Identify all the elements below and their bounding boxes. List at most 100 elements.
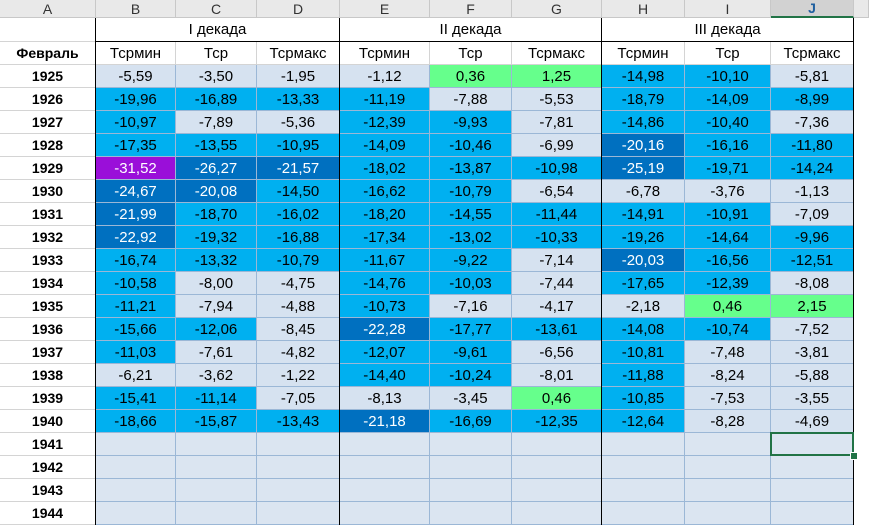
column-subheader[interactable]: Тср [430,42,512,65]
data-cell[interactable]: -19,96 [96,88,176,111]
data-cell[interactable]: -10,85 [602,387,685,410]
column-subheader[interactable]: Тср [176,42,257,65]
data-cell[interactable]: -25,19 [602,157,685,180]
data-cell[interactable]: 0,36 [430,65,512,88]
year-label[interactable]: 1935 [0,295,96,318]
column-header-h[interactable]: H [602,0,685,18]
data-cell[interactable]: -16,88 [257,226,340,249]
data-cell[interactable]: -4,17 [512,295,602,318]
column-header-d[interactable]: D [257,0,340,18]
data-cell[interactable] [176,479,257,502]
data-cell[interactable] [685,456,771,479]
data-cell[interactable]: -4,69 [771,410,854,433]
data-cell[interactable]: -12,39 [685,272,771,295]
data-cell[interactable]: -4,75 [257,272,340,295]
data-cell[interactable] [430,502,512,525]
year-label[interactable]: 1928 [0,134,96,157]
data-cell[interactable]: -8,24 [685,364,771,387]
data-cell[interactable] [430,433,512,456]
data-cell[interactable] [176,456,257,479]
data-cell[interactable]: -8,28 [685,410,771,433]
data-cell[interactable]: -16,69 [430,410,512,433]
data-cell[interactable] [340,433,430,456]
data-cell[interactable]: -6,56 [512,341,602,364]
data-cell[interactable]: -14,40 [340,364,430,387]
data-cell[interactable]: -5,88 [771,364,854,387]
data-cell[interactable]: -3,81 [771,341,854,364]
data-cell[interactable]: -12,39 [340,111,430,134]
decade-header[interactable]: III декада [602,18,854,42]
data-cell[interactable] [512,433,602,456]
data-cell[interactable]: -6,54 [512,180,602,203]
data-cell[interactable]: -10,97 [96,111,176,134]
data-cell[interactable]: -31,52 [96,157,176,180]
column-header-f[interactable]: F [430,0,512,18]
data-cell[interactable]: -15,87 [176,410,257,433]
data-cell[interactable]: -15,66 [96,318,176,341]
data-cell[interactable] [602,502,685,525]
data-cell[interactable]: -7,16 [430,295,512,318]
data-cell[interactable] [176,502,257,525]
data-cell[interactable]: -19,26 [602,226,685,249]
data-cell[interactable]: -8,45 [257,318,340,341]
data-cell[interactable]: -12,64 [602,410,685,433]
data-cell[interactable]: -10,98 [512,157,602,180]
data-cell[interactable]: -7,36 [771,111,854,134]
data-cell[interactable]: -14,98 [602,65,685,88]
column-header-j[interactable]: J [771,0,854,18]
data-cell[interactable]: -13,33 [257,88,340,111]
data-cell[interactable]: -7,89 [176,111,257,134]
data-cell[interactable]: -7,14 [512,249,602,272]
data-cell[interactable]: -9,22 [430,249,512,272]
decade-header[interactable]: I декада [96,18,340,42]
data-cell[interactable]: -17,77 [430,318,512,341]
year-label[interactable]: 1938 [0,364,96,387]
data-cell[interactable]: 0,46 [512,387,602,410]
year-label[interactable]: 1930 [0,180,96,203]
data-cell[interactable]: 2,15 [771,295,854,318]
data-cell[interactable]: -21,57 [257,157,340,180]
year-label[interactable]: 1944 [0,502,96,525]
data-cell[interactable]: -16,62 [340,180,430,203]
data-cell[interactable]: -7,53 [685,387,771,410]
data-cell[interactable]: -18,20 [340,203,430,226]
data-cell[interactable] [430,479,512,502]
column-subheader[interactable]: Тсрмакс [257,42,340,65]
year-label[interactable]: 1933 [0,249,96,272]
decade-header[interactable]: II декада [340,18,602,42]
data-cell[interactable] [340,479,430,502]
data-cell[interactable]: -16,56 [685,249,771,272]
data-cell[interactable]: -17,34 [340,226,430,249]
data-cell[interactable]: -11,44 [512,203,602,226]
data-cell[interactable]: -9,96 [771,226,854,249]
column-header-b[interactable]: B [96,0,176,18]
data-cell[interactable]: -3,50 [176,65,257,88]
year-label[interactable]: 1925 [0,65,96,88]
data-cell[interactable]: -19,71 [685,157,771,180]
data-cell[interactable]: -5,53 [512,88,602,111]
data-cell[interactable]: -7,61 [176,341,257,364]
data-cell[interactable]: -15,41 [96,387,176,410]
header-blank-cell[interactable] [0,18,96,42]
column-subheader[interactable]: Тсрмакс [512,42,602,65]
data-cell[interactable]: -19,32 [176,226,257,249]
data-cell[interactable]: -13,87 [430,157,512,180]
month-label[interactable]: Февраль [0,42,96,65]
year-label[interactable]: 1943 [0,479,96,502]
data-cell[interactable]: -21,18 [340,410,430,433]
data-cell[interactable]: -8,00 [176,272,257,295]
data-cell[interactable] [96,479,176,502]
data-cell[interactable] [257,433,340,456]
data-cell[interactable]: -14,64 [685,226,771,249]
data-cell[interactable]: -5,59 [96,65,176,88]
column-header-g[interactable]: G [512,0,602,18]
data-cell[interactable]: -10,79 [430,180,512,203]
data-cell[interactable]: -9,93 [430,111,512,134]
data-cell[interactable]: -11,21 [96,295,176,318]
data-cell[interactable]: -14,91 [602,203,685,226]
data-cell[interactable]: -8,08 [771,272,854,295]
column-header-c[interactable]: C [176,0,257,18]
data-cell[interactable]: -16,16 [685,134,771,157]
data-cell[interactable]: -16,02 [257,203,340,226]
data-cell[interactable]: -22,92 [96,226,176,249]
